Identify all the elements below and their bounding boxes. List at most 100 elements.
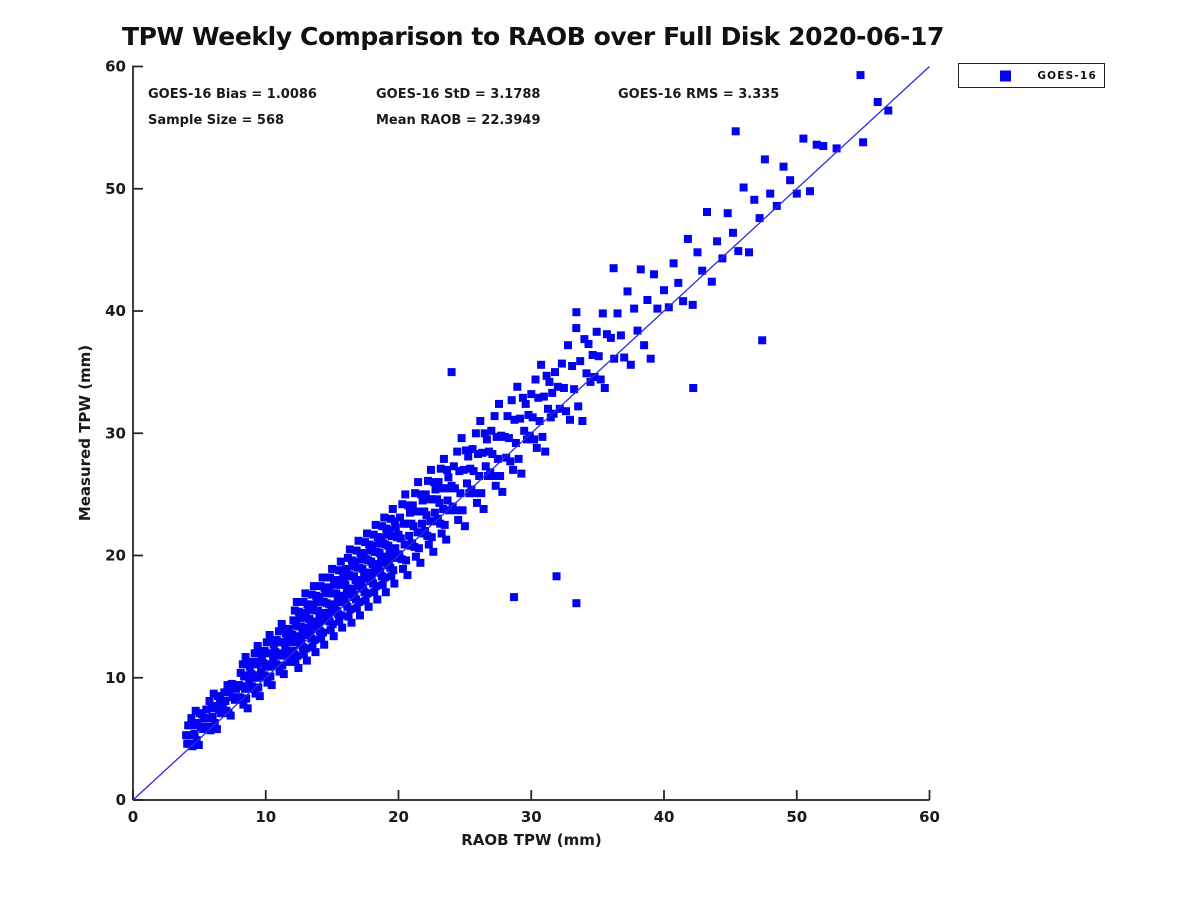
data-point bbox=[750, 195, 759, 204]
data-point bbox=[424, 476, 432, 485]
data-point bbox=[267, 681, 276, 690]
data-point bbox=[361, 538, 369, 547]
data-point bbox=[381, 588, 390, 597]
data-point bbox=[509, 465, 518, 474]
data-point bbox=[592, 327, 601, 336]
data-point bbox=[294, 664, 303, 672]
data-point bbox=[488, 450, 497, 458]
data-point bbox=[688, 300, 697, 309]
data-point bbox=[421, 490, 430, 499]
data-point bbox=[534, 393, 543, 402]
legend[interactable]: GOES-16 bbox=[958, 63, 1105, 88]
data-point bbox=[315, 593, 324, 602]
data-point bbox=[528, 413, 537, 422]
data-point bbox=[415, 507, 424, 516]
data-point bbox=[304, 605, 313, 614]
y-tick-label: 10 bbox=[105, 669, 126, 687]
data-point bbox=[326, 626, 335, 635]
data-point bbox=[390, 579, 399, 588]
data-point bbox=[856, 71, 865, 80]
data-point bbox=[348, 584, 357, 593]
data-point bbox=[374, 539, 383, 548]
data-point bbox=[578, 417, 587, 425]
data-point bbox=[518, 393, 527, 402]
data-point bbox=[309, 582, 318, 591]
data-point bbox=[298, 626, 307, 635]
data-point bbox=[409, 522, 418, 531]
data-point bbox=[545, 377, 554, 386]
data-point bbox=[301, 589, 310, 598]
data-point bbox=[703, 208, 711, 216]
data-point bbox=[367, 574, 376, 583]
data-point bbox=[338, 623, 347, 632]
data-point bbox=[495, 399, 503, 408]
data-point bbox=[360, 568, 369, 577]
data-point bbox=[396, 534, 405, 543]
data-point bbox=[452, 506, 460, 515]
data-point bbox=[194, 741, 203, 749]
data-point bbox=[225, 688, 234, 697]
data-point bbox=[572, 599, 581, 608]
data-point bbox=[693, 248, 702, 257]
data-point bbox=[277, 620, 286, 628]
data-point bbox=[468, 445, 477, 454]
data-point bbox=[241, 653, 250, 661]
data-point bbox=[423, 531, 432, 540]
data-point bbox=[344, 612, 353, 621]
tick-labels: 0 10 20 30 40 50 60 0 10 20 30 40 50 60 bbox=[105, 58, 940, 827]
data-point bbox=[330, 600, 339, 609]
data-point bbox=[586, 377, 595, 386]
data-point bbox=[299, 650, 308, 659]
data-point bbox=[240, 684, 249, 693]
data-point bbox=[557, 359, 566, 368]
data-point bbox=[191, 706, 200, 715]
data-point bbox=[580, 335, 589, 344]
data-point bbox=[279, 670, 288, 679]
data-point bbox=[442, 535, 451, 544]
data-point bbox=[430, 478, 439, 487]
chart-title: TPW Weekly Comparison to RAOB over Full … bbox=[121, 22, 945, 51]
data-point bbox=[281, 629, 290, 638]
data-point bbox=[535, 417, 544, 425]
data-point bbox=[731, 127, 740, 136]
data-point bbox=[417, 490, 426, 499]
data-point bbox=[779, 162, 788, 171]
data-point bbox=[293, 651, 302, 660]
data-point bbox=[525, 431, 534, 440]
data-point bbox=[713, 237, 722, 246]
data-point bbox=[328, 620, 337, 628]
data-point bbox=[613, 309, 622, 318]
data-point bbox=[443, 496, 452, 505]
data-point bbox=[572, 324, 581, 333]
data-point bbox=[496, 472, 505, 480]
data-point bbox=[239, 700, 248, 709]
data-point bbox=[413, 528, 422, 537]
data-point bbox=[471, 429, 480, 438]
data-point bbox=[653, 304, 662, 313]
data-point bbox=[479, 505, 488, 513]
data-point bbox=[372, 582, 381, 591]
data-point bbox=[363, 589, 372, 598]
data-point bbox=[318, 615, 326, 624]
data-point bbox=[359, 549, 368, 558]
data-point bbox=[594, 352, 603, 361]
data-point bbox=[210, 719, 219, 727]
data-point bbox=[389, 566, 398, 575]
data-point bbox=[707, 277, 716, 286]
data-point bbox=[306, 600, 315, 609]
data-point bbox=[610, 354, 619, 363]
data-point bbox=[447, 368, 456, 377]
data-point bbox=[574, 402, 583, 411]
data-point bbox=[480, 429, 489, 438]
data-point bbox=[255, 692, 264, 701]
data-point bbox=[205, 697, 214, 705]
data-point bbox=[376, 567, 385, 576]
data-point bbox=[209, 689, 218, 698]
data-point bbox=[315, 610, 324, 619]
data-point bbox=[310, 635, 319, 644]
data-point bbox=[566, 415, 574, 424]
data-point bbox=[440, 520, 449, 529]
data-point bbox=[506, 457, 515, 466]
data-point bbox=[487, 426, 496, 435]
